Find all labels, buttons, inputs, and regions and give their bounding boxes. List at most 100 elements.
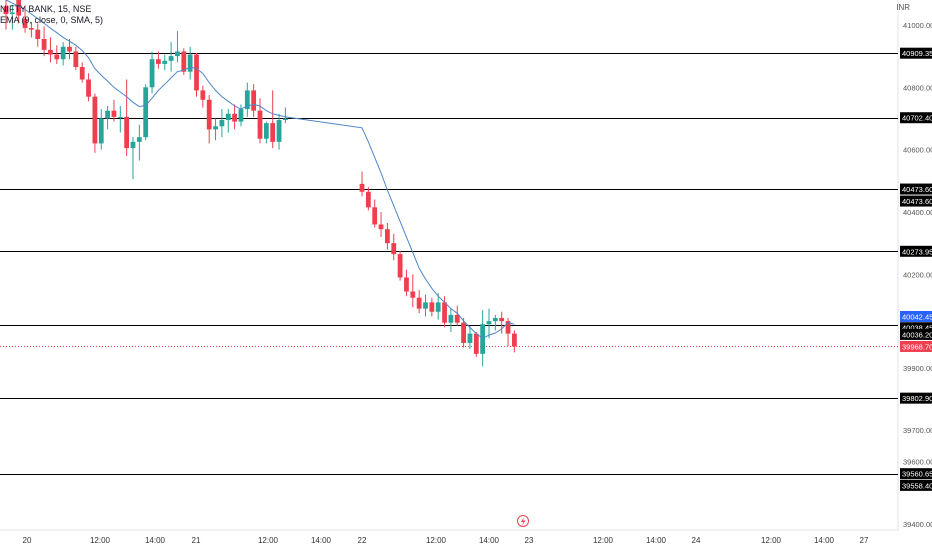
candle-down[interactable] (397, 254, 403, 278)
candle-down[interactable] (67, 46, 72, 52)
candle-down[interactable] (416, 297, 422, 309)
candle-down[interactable] (461, 322, 466, 343)
candle-down[interactable] (499, 318, 505, 322)
candle-down[interactable] (29, 28, 34, 30)
x-tick-label: 27 (860, 536, 869, 545)
candle-up[interactable] (225, 113, 231, 121)
y-tick-label: 39900.00 (903, 364, 932, 373)
price-label: 39560.65 (902, 470, 932, 479)
price-label-box (900, 195, 932, 207)
candle-down[interactable] (200, 90, 206, 100)
y-tick-label: 40800.00 (903, 83, 932, 92)
candle-up[interactable] (168, 56, 174, 61)
candle-down[interactable] (35, 29, 41, 39)
candle-down[interactable] (385, 229, 390, 244)
x-tick-label: 20 (23, 536, 32, 545)
x-tick-label: 14:00 (311, 536, 332, 545)
candle-down[interactable] (111, 110, 117, 117)
candle-down[interactable] (54, 54, 60, 60)
price-label: 40036.20 (902, 330, 932, 339)
candle-down[interactable] (429, 302, 435, 312)
indicator-legend[interactable]: EMA (9, close, 0, SMA, 5) (0, 15, 104, 25)
candle-up[interactable] (276, 120, 282, 142)
candle-up[interactable] (283, 118, 288, 121)
candle-up[interactable] (467, 333, 473, 343)
candle-down[interactable] (3, 6, 9, 15)
x-tick-label: 12:00 (258, 536, 279, 545)
candle-up[interactable] (213, 126, 218, 130)
candle-down[interactable] (194, 54, 199, 91)
candle-down[interactable] (16, 0, 22, 16)
candle-down[interactable] (270, 123, 276, 142)
price-label: 39802.90 (902, 394, 932, 403)
price-label: 40273.95 (902, 247, 932, 256)
symbol-title[interactable]: NIFTY BANK, 15, NSE (0, 4, 92, 14)
candle-down[interactable] (251, 90, 257, 111)
price-label-box (900, 479, 932, 491)
candle-down[interactable] (372, 207, 378, 225)
price-label: 40038.45 (902, 324, 932, 333)
candle-up[interactable] (492, 318, 498, 322)
price-label-box (900, 47, 932, 59)
candle-down[interactable] (41, 38, 47, 50)
candle-down[interactable] (156, 59, 161, 64)
y-tick-label: 40600.00 (903, 146, 932, 155)
candle-up[interactable] (423, 302, 428, 309)
x-tick-label: 12:00 (761, 536, 782, 545)
candle-down[interactable] (206, 99, 212, 130)
candle-down[interactable] (359, 183, 365, 192)
candle-up[interactable] (149, 59, 155, 88)
candle-up[interactable] (130, 141, 136, 149)
candle-up[interactable] (263, 123, 269, 139)
candle-up[interactable] (448, 314, 454, 323)
candle-down[interactable] (48, 49, 53, 55)
candle-up[interactable] (175, 51, 180, 57)
candle-down[interactable] (410, 291, 416, 298)
candle-up[interactable] (238, 109, 244, 122)
candle-up[interactable] (486, 321, 492, 325)
candle-up[interactable] (117, 116, 123, 118)
candle-down[interactable] (454, 314, 460, 323)
candle-down[interactable] (79, 67, 85, 80)
candle-down[interactable] (473, 333, 479, 354)
candle-down[interactable] (22, 18, 28, 29)
candle-down[interactable] (442, 302, 447, 323)
candle-down[interactable] (378, 224, 384, 230)
candle-down[interactable] (73, 51, 79, 68)
candle-up[interactable] (9, 12, 15, 15)
candle-down[interactable] (512, 333, 517, 347)
y-tick-label: 39700.00 (903, 426, 932, 435)
x-tick-label: 14:00 (646, 536, 667, 545)
candle-down[interactable] (365, 191, 371, 208)
price-label: 40909.35 (902, 49, 932, 58)
candle-up[interactable] (105, 110, 110, 119)
y-tick-label: 39600.00 (903, 457, 932, 466)
candle-up[interactable] (136, 137, 142, 142)
candle-up[interactable] (60, 46, 66, 60)
candle-down[interactable] (404, 277, 409, 292)
candle-down[interactable] (232, 113, 237, 122)
currency-label: INR (896, 3, 910, 12)
candle-up[interactable] (219, 120, 225, 127)
candle-up[interactable] (143, 87, 149, 138)
candle-down[interactable] (257, 110, 263, 139)
y-tick-label: 40400.00 (903, 208, 932, 217)
candle-up[interactable] (98, 118, 104, 144)
candle-down[interactable] (86, 79, 91, 97)
candle-up[interactable] (162, 60, 168, 64)
candle-down[interactable] (391, 243, 397, 255)
price-label: 39968.70 (902, 342, 932, 351)
candle-up[interactable] (244, 90, 250, 110)
candle-down[interactable] (505, 321, 511, 334)
x-tick-label: 14:00 (479, 536, 500, 545)
candle-down[interactable] (92, 96, 98, 144)
candle-down[interactable] (181, 51, 187, 72)
candle-up[interactable] (480, 324, 486, 354)
candle-up[interactable] (187, 54, 193, 72)
y-tick-label: 40200.00 (903, 270, 932, 279)
candle-down[interactable] (124, 116, 130, 149)
x-tick-label: 14:00 (814, 536, 835, 545)
candle-up[interactable] (435, 302, 441, 312)
